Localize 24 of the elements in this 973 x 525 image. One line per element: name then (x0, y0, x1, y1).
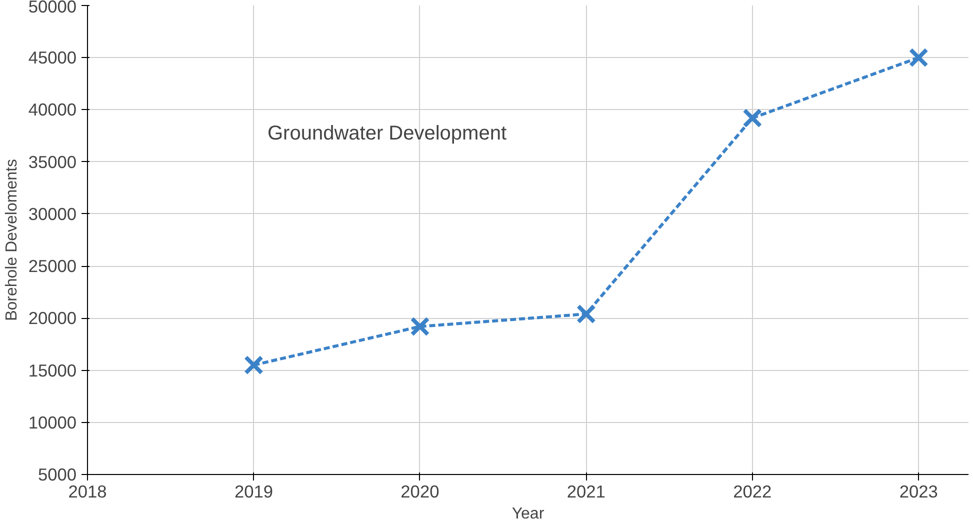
point (576, 304, 596, 324)
x-tick-label: 2018 (68, 482, 107, 502)
point (244, 355, 264, 375)
x-tick-label: 2023 (899, 482, 938, 502)
annotation: Groundwater Development (268, 122, 507, 144)
y-tick-label: 40000 (28, 100, 76, 120)
x-axis-title: Year (512, 506, 545, 522)
point (908, 48, 928, 68)
y-tick-label: 30000 (28, 204, 76, 224)
x-tick-label: 2021 (566, 482, 606, 502)
y-tick-label: 35000 (28, 152, 76, 172)
y-tick-label: 15000 (28, 360, 76, 380)
point (742, 108, 762, 128)
y-tick-label: 25000 (28, 256, 76, 276)
y-tick-label: 10000 (28, 412, 76, 432)
y-tick-label: 50000 (28, 0, 76, 16)
y-tick-label: 45000 (28, 48, 76, 68)
x-tick-label: 2019 (234, 482, 274, 502)
x-tick-label: 2020 (400, 482, 440, 502)
y-tick-label: 5000 (38, 464, 77, 484)
point (410, 316, 430, 336)
y-tick-label: 20000 (28, 308, 76, 328)
x-tick-label: 2022 (733, 482, 772, 502)
y-axis-title: Borehole Develoments (3, 159, 20, 321)
